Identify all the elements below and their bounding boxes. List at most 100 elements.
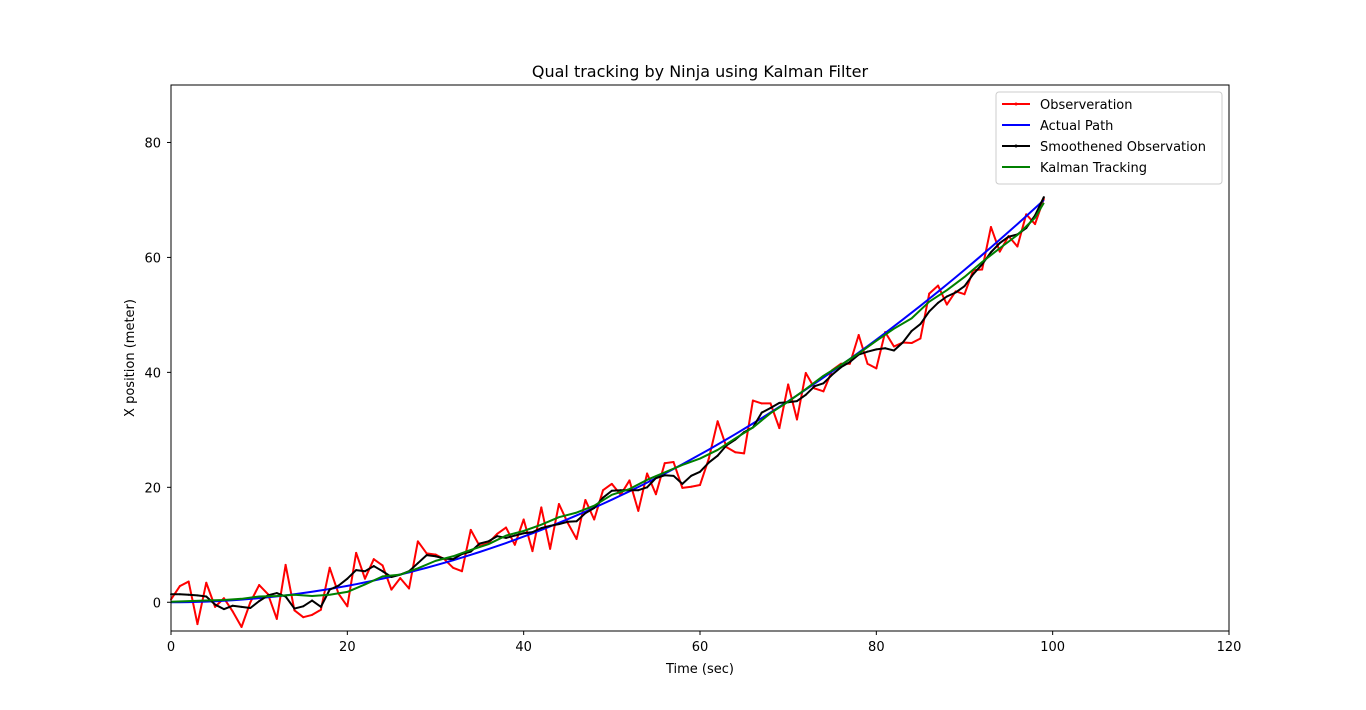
data-point <box>795 418 798 421</box>
y-tick-label: 80 <box>144 136 161 151</box>
data-point <box>575 520 578 523</box>
data-point <box>575 538 578 541</box>
data-point <box>699 470 701 473</box>
data-point <box>743 452 746 455</box>
data-point <box>311 599 314 602</box>
data-point <box>416 562 419 565</box>
data-point <box>434 553 437 556</box>
data-point <box>275 617 278 620</box>
data-point <box>866 350 869 353</box>
data-point <box>557 523 560 526</box>
x-tick-label: 120 <box>1217 640 1242 655</box>
data-point <box>416 540 419 543</box>
data-point <box>196 594 199 597</box>
data-point <box>522 518 525 521</box>
data-point <box>681 486 684 489</box>
data-point <box>646 486 649 489</box>
data-point <box>822 382 825 385</box>
data-point <box>972 273 975 276</box>
data-point <box>910 329 913 332</box>
data-point <box>513 543 516 546</box>
data-point <box>372 565 375 568</box>
data-point <box>205 581 208 584</box>
data-point <box>602 489 605 492</box>
legend-label: Kalman Tracking <box>1040 161 1147 176</box>
series-line-smoothened-observation <box>171 196 1045 611</box>
x-tick-label: 40 <box>515 640 532 655</box>
data-point <box>919 337 922 340</box>
data-point <box>619 489 622 492</box>
data-point <box>240 605 243 608</box>
data-point <box>663 462 666 465</box>
data-point <box>654 477 657 480</box>
data-point <box>875 367 878 370</box>
chart-title: Qual tracking by Ninja using Kalman Filt… <box>532 62 869 81</box>
series-line-actual-path <box>170 199 1045 604</box>
data-point <box>496 532 499 535</box>
data-point <box>399 577 402 580</box>
legend-marker <box>1014 144 1018 148</box>
data-point <box>769 407 772 410</box>
data-point <box>1016 245 1019 248</box>
x-tick-label: 0 <box>167 640 175 655</box>
data-point <box>319 608 322 611</box>
data-point <box>566 520 569 523</box>
data-point <box>231 610 234 613</box>
data-point <box>487 540 490 543</box>
data-point <box>778 427 781 430</box>
data-point <box>549 547 552 550</box>
data-point <box>258 584 261 587</box>
data-point <box>981 263 984 266</box>
data-point <box>425 554 428 557</box>
data-point <box>866 362 869 365</box>
data-point <box>998 250 1001 253</box>
data-point <box>231 604 234 607</box>
data-point <box>372 558 375 561</box>
data-point <box>275 592 278 595</box>
data-point <box>945 295 948 298</box>
data-point <box>699 484 701 487</box>
data-point <box>672 474 675 477</box>
data-point <box>681 482 684 485</box>
data-point <box>928 292 931 295</box>
data-point <box>293 609 296 612</box>
data-point <box>875 348 878 351</box>
data-point <box>505 536 508 539</box>
data-point <box>637 489 640 492</box>
y-tick-label: 40 <box>144 366 161 381</box>
data-point <box>240 625 243 628</box>
y-tick-label: 0 <box>153 596 161 611</box>
data-point <box>478 542 481 545</box>
data-point <box>408 587 411 590</box>
data-point <box>293 607 296 610</box>
data-point <box>496 535 499 538</box>
data-point <box>593 518 596 521</box>
series-line-observeration <box>170 198 1045 628</box>
data-point <box>460 570 463 573</box>
data-point <box>892 345 895 348</box>
data-point <box>989 225 992 228</box>
series-layer <box>170 196 1045 628</box>
data-point <box>945 303 948 306</box>
data-point <box>531 550 534 553</box>
series-actual-path <box>170 199 1045 604</box>
data-point <box>760 402 763 405</box>
data-point <box>425 552 428 555</box>
data-point <box>734 451 737 454</box>
data-point <box>998 242 1001 245</box>
data-point <box>778 401 781 404</box>
data-point <box>910 342 913 345</box>
data-point <box>222 608 225 611</box>
data-point <box>716 420 719 423</box>
y-tick-label: 60 <box>144 251 161 266</box>
data-point <box>337 584 340 587</box>
series-kalman-tracking <box>170 202 1045 603</box>
data-point <box>381 564 384 567</box>
legend-box <box>995 91 1223 185</box>
data-point <box>540 506 543 509</box>
data-point <box>557 502 560 505</box>
x-tick-label: 80 <box>868 640 885 655</box>
data-point <box>222 597 225 600</box>
x-axis: 0 20 40 60 80 100 120 <box>167 631 1242 655</box>
series-observeration <box>170 197 1045 628</box>
